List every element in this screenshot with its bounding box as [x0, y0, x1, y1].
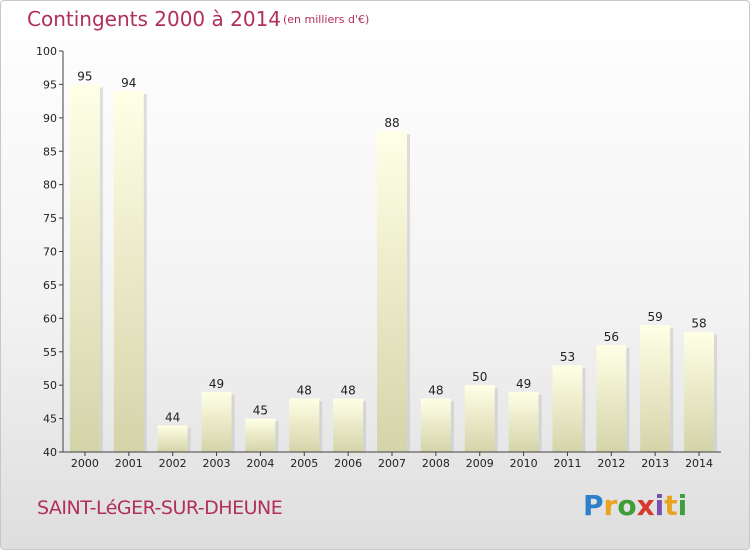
x-tick-label-2012: 2012 — [597, 457, 625, 470]
x-tick-label-2010: 2010 — [510, 457, 538, 470]
data-label-2005: 48 — [297, 384, 312, 398]
x-tick-label-2011: 2011 — [553, 457, 581, 470]
data-label-2014: 58 — [691, 317, 706, 331]
x-tick-label-2014: 2014 — [685, 457, 713, 470]
data-label-2011: 53 — [560, 350, 575, 364]
y-tick-label-90: 90 — [43, 112, 57, 125]
y-tick-label-45: 45 — [43, 413, 57, 426]
data-label-2000: 95 — [77, 69, 92, 83]
bar-2005 — [289, 398, 320, 452]
data-label-2009: 50 — [472, 370, 487, 384]
x-tick-label-2007: 2007 — [378, 457, 406, 470]
y-tick-label-100: 100 — [36, 45, 57, 58]
brand-letter: i — [654, 489, 665, 522]
bar-2009 — [464, 385, 495, 452]
brand-letter: i — [677, 489, 688, 522]
data-label-2007: 88 — [384, 116, 399, 130]
bar-2014 — [684, 331, 715, 452]
brand-letter: r — [603, 489, 618, 522]
x-tick-label-2006: 2006 — [334, 457, 362, 470]
x-tick-label-2000: 2000 — [71, 457, 99, 470]
chart-subtitle: (en milliers d'€) — [283, 13, 370, 26]
x-tick-label-2008: 2008 — [422, 457, 450, 470]
data-label-2001: 94 — [121, 76, 136, 90]
bar-2000 — [69, 84, 100, 453]
y-tick-label-70: 70 — [43, 246, 57, 259]
x-tick-label-2003: 2003 — [203, 457, 231, 470]
data-label-2013: 59 — [648, 310, 663, 324]
y-tick-label-75: 75 — [43, 212, 57, 225]
y-tick-label-85: 85 — [43, 145, 57, 158]
data-label-2010: 49 — [516, 377, 531, 391]
y-tick-label-95: 95 — [43, 78, 57, 91]
bar-2001 — [113, 91, 144, 452]
data-label-2004: 45 — [253, 404, 268, 418]
bar-2006 — [333, 398, 364, 452]
brand-letter: x — [636, 489, 655, 522]
data-label-2008: 48 — [428, 384, 443, 398]
data-label-2003: 49 — [209, 377, 224, 391]
x-tick-label-2005: 2005 — [290, 457, 318, 470]
x-tick-label-2004: 2004 — [246, 457, 274, 470]
x-tick-label-2013: 2013 — [641, 457, 669, 470]
bar-2008 — [420, 398, 451, 452]
bar-2013 — [640, 325, 671, 452]
proxiti-logo: Proxiti — [583, 489, 687, 522]
brand-letter: t — [664, 489, 678, 522]
brand-letter: P — [583, 489, 604, 522]
y-tick-label-80: 80 — [43, 179, 57, 192]
bar-2007 — [377, 131, 407, 452]
bar-2003 — [201, 391, 232, 452]
y-tick-label-65: 65 — [43, 279, 57, 292]
x-tick-label-2009: 2009 — [466, 457, 494, 470]
commune-name: SAINT-LéGER-SUR-DHEUNE — [37, 497, 283, 519]
bar-2012 — [596, 345, 627, 452]
y-tick-label-60: 60 — [43, 312, 57, 325]
y-tick-label-40: 40 — [43, 446, 57, 459]
chart-title: Contingents 2000 à 2014 — [27, 7, 282, 31]
data-label-2012: 56 — [604, 330, 619, 344]
x-tick-label-2002: 2002 — [159, 457, 187, 470]
bar-2011 — [552, 365, 583, 452]
data-label-2006: 48 — [340, 384, 355, 398]
brand-letter: o — [617, 489, 637, 522]
data-label-2002: 44 — [165, 410, 180, 424]
x-tick-label-2001: 2001 — [115, 457, 143, 470]
y-tick-label-55: 55 — [43, 346, 57, 359]
bar-2002 — [157, 425, 188, 452]
bar-2010 — [508, 391, 539, 452]
y-tick-label-50: 50 — [43, 379, 57, 392]
bar-2004 — [245, 418, 276, 452]
